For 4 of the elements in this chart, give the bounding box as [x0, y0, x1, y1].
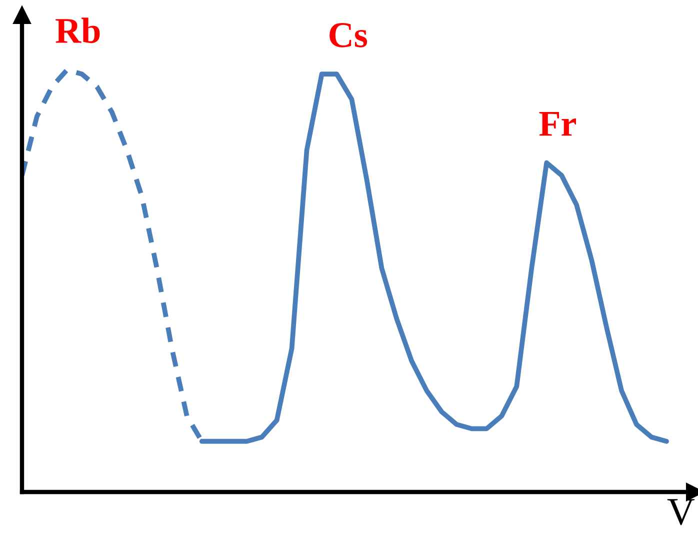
annotation: Fr: [539, 112, 576, 136]
text: Rb: [56, 18, 100, 44]
x-axis-title: V: [667, 499, 695, 526]
text: Cs: [330, 23, 368, 48]
